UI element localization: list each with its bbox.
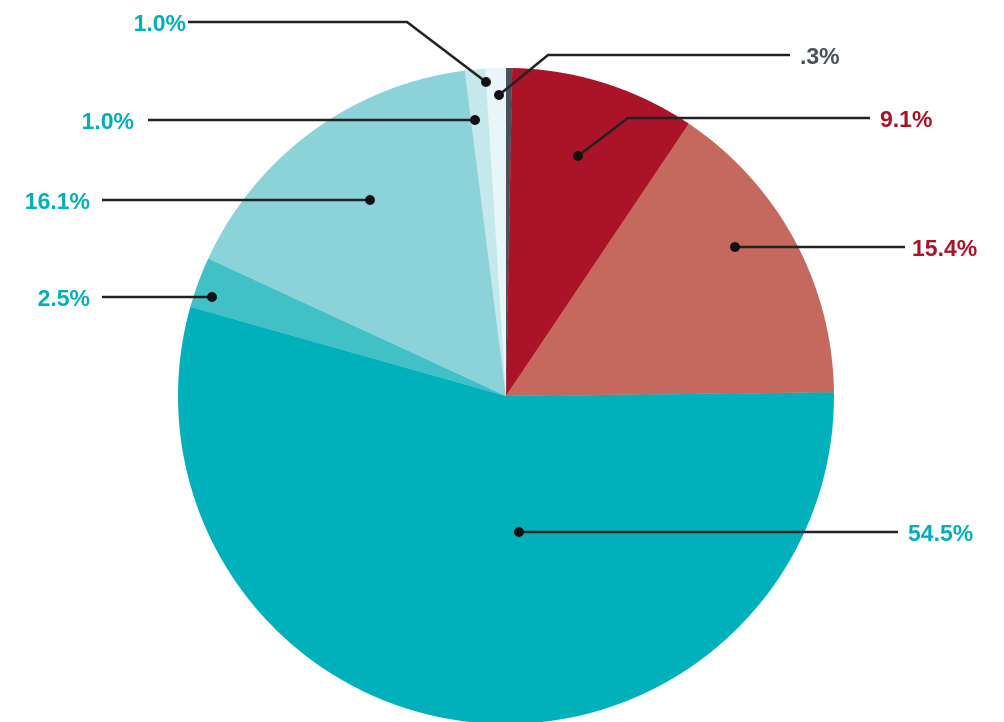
pie-slice: [506, 68, 513, 396]
slice-label: 2.5%: [38, 285, 90, 311]
slice-label: .3%: [800, 43, 840, 69]
leader-line: [498, 53, 790, 97]
slice-label: 1.0%: [82, 108, 134, 134]
leader-line: [577, 116, 870, 158]
pie-slice: [190, 258, 506, 396]
leader-dot: [207, 292, 217, 302]
leader-dot: [494, 90, 504, 100]
leader-dot: [481, 77, 491, 87]
leader-dot: [573, 151, 583, 161]
leader-dot: [365, 195, 375, 205]
pie-slice: [506, 68, 689, 396]
pie-slice: [464, 68, 506, 397]
pie-slice: [178, 306, 834, 722]
pie-slice: [485, 68, 506, 396]
pie-slice: [208, 70, 506, 396]
slice-label: 15.4%: [912, 235, 977, 261]
pie-slice: [506, 123, 834, 397]
leader-dot: [470, 115, 480, 125]
slice-label: 16.1%: [25, 188, 90, 214]
slice-label: 54.5%: [908, 520, 973, 546]
leader-line: [188, 20, 487, 84]
slice-label: 1.0%: [134, 10, 186, 36]
leader-dot: [730, 242, 740, 252]
slice-label: 9.1%: [880, 106, 932, 132]
leader-dot: [514, 527, 524, 537]
